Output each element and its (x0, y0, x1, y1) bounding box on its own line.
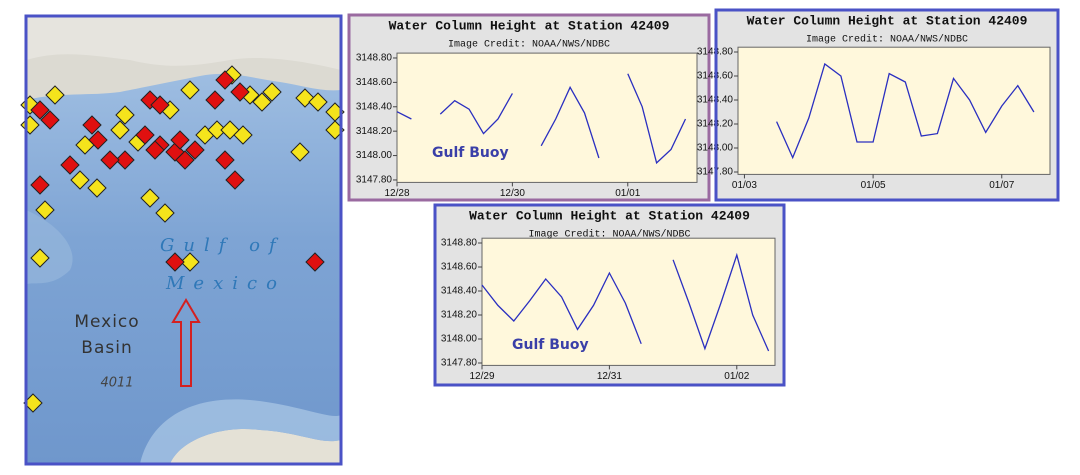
map-yucatan (170, 429, 341, 464)
map-marker (205, 90, 225, 110)
plot-area (737, 46, 1051, 175)
x-tick-label: 12/31 (597, 371, 622, 382)
map-marker (145, 140, 165, 160)
x-tick-label: 12/30 (500, 188, 525, 199)
annotation: Gulf Buoy (432, 145, 509, 161)
x-tick-label: 01/01 (615, 188, 640, 199)
map-marker (40, 110, 60, 130)
map-marker (150, 95, 170, 115)
chart-border (433, 203, 786, 387)
map: Gulf of Mexico Mexico Basin 4011 (20, 14, 345, 466)
y-tick-label: 3148.80 (356, 53, 393, 64)
chart-title: Water Column Height at Station 42409 (469, 208, 750, 223)
chart-subtitle: Image Credit: NOAA/NWS/NDBC (806, 34, 968, 46)
map-marker (207, 120, 227, 140)
map-marker (215, 150, 235, 170)
map-marker (115, 150, 135, 170)
map-marker (175, 150, 195, 170)
y-tick-label: 3147.80 (441, 358, 478, 369)
x-tick-label: 01/02 (724, 371, 749, 382)
annotation: Gulf Buoy (512, 337, 589, 353)
y-tick-label: 3147.80 (356, 175, 393, 186)
x-tick-label: 01/07 (989, 180, 1014, 191)
map-marker (305, 252, 325, 272)
map-label: 4011 (100, 376, 133, 391)
x-tick-label: 01/03 (732, 180, 757, 191)
map-marker (180, 80, 200, 100)
chart-subtitle: Image Credit: NOAA/NWS/NDBC (448, 39, 610, 51)
y-tick-label: 3148.60 (356, 77, 393, 88)
plot-area (481, 237, 776, 366)
map-marker (60, 155, 80, 175)
map-marker (30, 100, 50, 120)
chart: Water Column Height at Station 42409 Imag… (697, 8, 1060, 202)
map-markers (20, 65, 345, 413)
map-marker (82, 115, 102, 135)
y-tick-label: 3148.40 (441, 286, 478, 297)
y-tick-label: 3148.80 (441, 238, 478, 249)
y-tick-label: 3148.20 (441, 310, 478, 321)
map-marker (100, 150, 120, 170)
map-label: Gulf of (160, 235, 285, 256)
data-line (396, 73, 687, 165)
data-line (481, 252, 770, 352)
x-tick-label: 01/05 (861, 180, 886, 191)
x-tick-label: 12/29 (469, 371, 494, 382)
plot-area (396, 52, 698, 183)
map-marker (262, 82, 282, 102)
y-tick-label: 3148.00 (441, 334, 478, 345)
map-marker (290, 142, 310, 162)
map-marker (88, 130, 108, 150)
map-marker (155, 203, 175, 223)
map-label: Mexico (165, 273, 286, 294)
map-marker (252, 92, 272, 112)
chart-border (714, 8, 1060, 202)
map-marker (30, 248, 50, 268)
map-shelf (26, 210, 73, 285)
chart-title: Water Column Height at Station 42409 (389, 18, 670, 33)
map-border (24, 14, 343, 466)
map-marker (233, 125, 253, 145)
y-tick-label: 3148.60 (441, 262, 478, 273)
chart-border (347, 13, 711, 202)
map-marker (135, 125, 155, 145)
map-marker (225, 170, 245, 190)
y-tick-label: 3148.00 (356, 150, 393, 161)
y-tick-label: 3148.20 (356, 126, 393, 137)
map-land-inner (26, 16, 341, 70)
x-tick-label: 12/28 (384, 188, 409, 199)
map-marker (140, 188, 160, 208)
map-marker (87, 178, 107, 198)
map-marker (180, 252, 200, 272)
map-marker (115, 105, 135, 125)
arrow (171, 298, 201, 387)
map-marker (30, 175, 50, 195)
map-label: Mexico (74, 312, 139, 332)
map-marker (110, 120, 130, 140)
chart: Water Column Height at Station 42409 Imag… (433, 203, 786, 387)
map-marker (35, 200, 55, 220)
map-marker (70, 170, 90, 190)
map-shelf (140, 399, 341, 464)
chart-title: Water Column Height at Station 42409 (747, 13, 1028, 28)
map-marker (308, 92, 328, 112)
map-marker (185, 140, 205, 160)
map-marker (215, 70, 235, 90)
data-line (776, 62, 1035, 160)
map-marker (230, 82, 250, 102)
map-label: Basin (81, 338, 132, 358)
map-marker (165, 252, 185, 272)
y-tick-label: 3148.40 (356, 101, 393, 112)
map-marker (170, 130, 190, 150)
chart-subtitle: Image Credit: NOAA/NWS/NDBC (528, 229, 690, 241)
map-marker (45, 85, 65, 105)
chart: Water Column Height at Station 42409 Imag… (347, 13, 711, 202)
